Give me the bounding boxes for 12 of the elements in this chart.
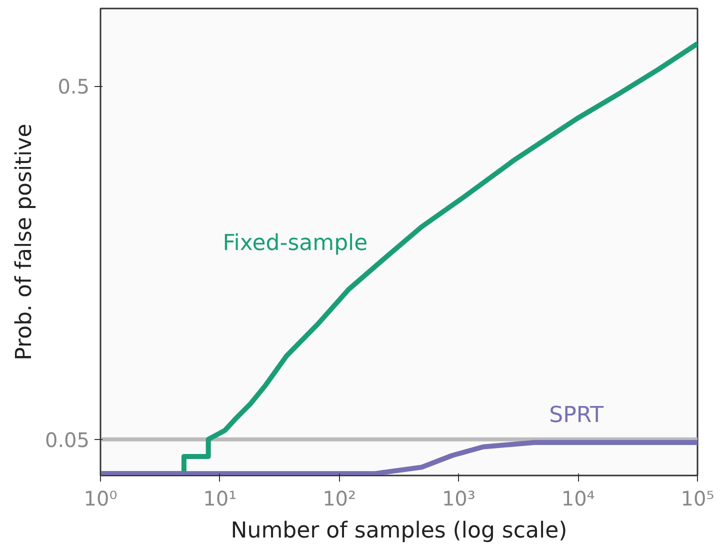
x-tick-label: 10⁰ <box>84 486 118 510</box>
y-axis-title: Prob. of false positive <box>12 124 37 360</box>
series-label: Fixed-sample <box>222 230 368 256</box>
y-tick-label: 0.05 <box>44 428 90 452</box>
x-tick-label: 10² <box>322 486 356 510</box>
x-tick-label: 10⁵ <box>680 486 714 510</box>
series-label: SPRT <box>549 402 604 428</box>
x-axis-title: Number of samples (log scale) <box>230 518 568 544</box>
x-tick-label: 10³ <box>442 486 476 510</box>
y-tick-label: 0.5 <box>58 74 90 99</box>
x-tick-label: 10¹ <box>203 486 237 510</box>
x-tick-label: 10⁴ <box>561 486 595 510</box>
